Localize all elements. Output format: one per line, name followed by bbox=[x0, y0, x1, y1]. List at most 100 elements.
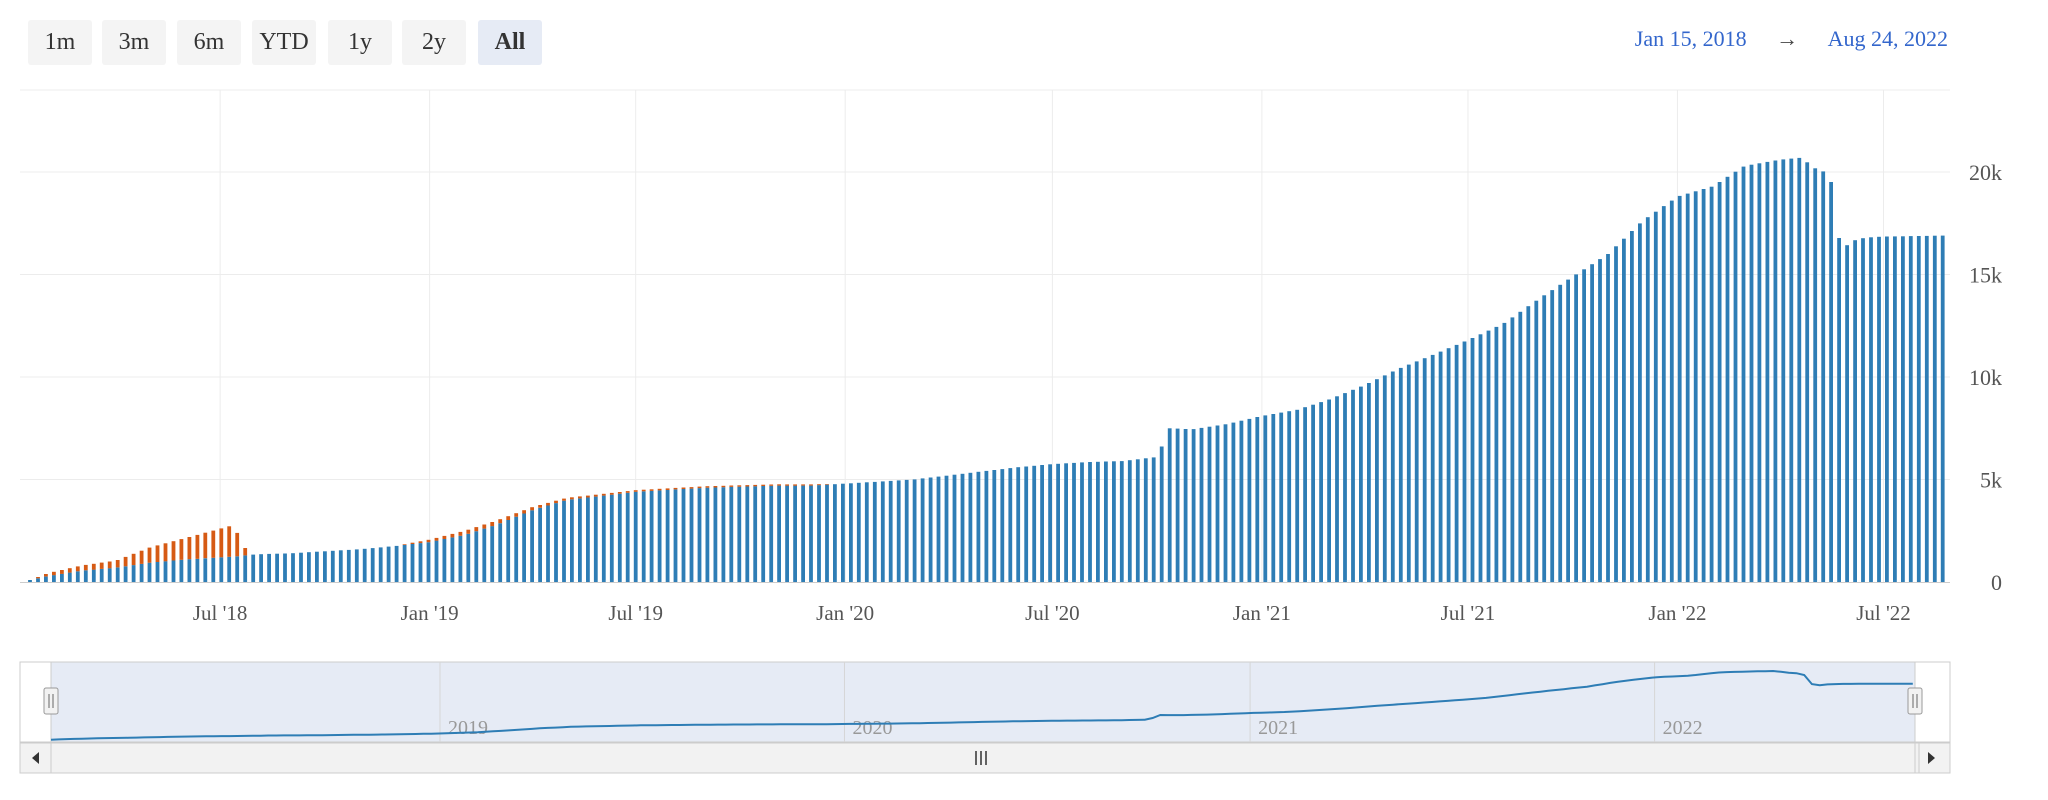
bar-primary[interactable] bbox=[665, 489, 670, 582]
bar-primary[interactable] bbox=[1470, 338, 1475, 582]
bar-primary[interactable] bbox=[920, 478, 925, 582]
bar-primary[interactable] bbox=[1414, 361, 1419, 582]
bar-primary[interactable] bbox=[1717, 182, 1722, 582]
bar-primary[interactable] bbox=[872, 481, 877, 582]
bar-secondary[interactable] bbox=[729, 485, 734, 487]
range-button-6m[interactable]: 6m bbox=[177, 20, 241, 65]
bar-secondary[interactable] bbox=[426, 539, 431, 543]
bar-primary[interactable] bbox=[888, 480, 893, 582]
bar-primary[interactable] bbox=[1135, 459, 1140, 582]
bar-primary[interactable] bbox=[219, 557, 224, 582]
bar-primary[interactable] bbox=[362, 548, 367, 582]
bar-primary[interactable] bbox=[402, 544, 407, 582]
bar-primary[interactable] bbox=[1104, 461, 1108, 583]
bar-primary[interactable] bbox=[1638, 223, 1642, 582]
bar-secondary[interactable] bbox=[761, 484, 766, 486]
scrollbar-right-button[interactable] bbox=[1918, 742, 1951, 774]
bar-primary[interactable] bbox=[1422, 358, 1427, 582]
bar-primary[interactable] bbox=[307, 552, 311, 582]
bar-secondary[interactable] bbox=[785, 484, 789, 486]
bar-primary[interactable] bbox=[1024, 466, 1029, 583]
bar-primary[interactable] bbox=[1247, 418, 1252, 582]
bar-primary[interactable] bbox=[952, 474, 957, 582]
bar-secondary[interactable] bbox=[601, 493, 606, 496]
bar-primary[interactable] bbox=[1279, 412, 1284, 582]
bar-primary[interactable] bbox=[721, 487, 726, 582]
bar-primary[interactable] bbox=[1661, 206, 1666, 582]
bar-primary[interactable] bbox=[251, 554, 256, 582]
bar-primary[interactable] bbox=[841, 483, 845, 582]
bar-secondary[interactable] bbox=[514, 513, 519, 517]
bar-primary[interactable] bbox=[1510, 317, 1515, 582]
bar-primary[interactable] bbox=[131, 565, 136, 582]
bar-primary[interactable] bbox=[1040, 465, 1044, 582]
scroll-right-icon[interactable] bbox=[1928, 752, 1935, 764]
bar-primary[interactable] bbox=[52, 575, 56, 582]
bar-primary[interactable] bbox=[570, 499, 574, 582]
bar-primary[interactable] bbox=[1000, 469, 1005, 582]
bar-secondary[interactable] bbox=[211, 530, 216, 558]
bar-primary[interactable] bbox=[378, 547, 383, 582]
bar-primary[interactable] bbox=[609, 494, 614, 582]
bar-primary[interactable] bbox=[649, 490, 654, 582]
bar-secondary[interactable] bbox=[745, 485, 750, 487]
bar-primary[interactable] bbox=[1518, 311, 1523, 582]
bar-primary[interactable] bbox=[346, 549, 351, 582]
bar-secondary[interactable] bbox=[442, 535, 447, 539]
scroll-left-icon[interactable] bbox=[32, 752, 39, 764]
bar-secondary[interactable] bbox=[809, 484, 813, 486]
bar-primary[interactable] bbox=[1606, 254, 1610, 582]
bar-primary[interactable] bbox=[1622, 238, 1626, 582]
bar-primary[interactable] bbox=[267, 553, 271, 582]
bar-secondary[interactable] bbox=[593, 494, 598, 497]
bar-primary[interactable] bbox=[1861, 238, 1865, 582]
bar-secondary[interactable] bbox=[410, 542, 415, 544]
bar-primary[interactable] bbox=[1677, 195, 1682, 582]
bar-primary[interactable] bbox=[163, 561, 168, 582]
bar-primary[interactable] bbox=[753, 486, 758, 582]
bar-primary[interactable] bbox=[1653, 211, 1658, 582]
bar-primary[interactable] bbox=[1685, 193, 1690, 582]
bar-secondary[interactable] bbox=[115, 560, 120, 568]
bar-primary[interactable] bbox=[386, 546, 391, 582]
bar-primary[interactable] bbox=[474, 531, 479, 582]
bar-primary[interactable] bbox=[856, 482, 861, 582]
bar-primary[interactable] bbox=[1112, 461, 1116, 582]
bar-primary[interactable] bbox=[1072, 462, 1076, 582]
bar-secondary[interactable] bbox=[219, 528, 224, 558]
bar-primary[interactable] bbox=[227, 556, 232, 582]
bar-primary[interactable] bbox=[896, 480, 901, 582]
range-button-2y[interactable]: 2y bbox=[402, 20, 466, 65]
bar-primary[interactable] bbox=[1908, 236, 1913, 582]
bar-secondary[interactable] bbox=[530, 507, 534, 511]
bar-secondary[interactable] bbox=[562, 498, 566, 501]
bar-primary[interactable] bbox=[1932, 235, 1937, 582]
bar-primary[interactable] bbox=[1757, 163, 1762, 583]
bar-secondary[interactable] bbox=[673, 487, 678, 490]
navigator-selection[interactable] bbox=[50, 661, 1916, 743]
bar-primary[interactable] bbox=[1167, 428, 1172, 583]
bar-primary[interactable] bbox=[442, 539, 447, 582]
bar-primary[interactable] bbox=[625, 492, 630, 582]
bar-primary[interactable] bbox=[283, 553, 287, 583]
bar-primary[interactable] bbox=[1191, 429, 1196, 582]
bar-primary[interactable] bbox=[1056, 463, 1060, 582]
bar-primary[interactable] bbox=[514, 516, 519, 582]
bar-secondary[interactable] bbox=[60, 570, 64, 574]
bar-primary[interactable] bbox=[1319, 402, 1323, 582]
bar-primary[interactable] bbox=[1550, 290, 1555, 582]
bar-primary[interactable] bbox=[1614, 246, 1618, 583]
bar-secondary[interactable] bbox=[99, 562, 104, 569]
bar-secondary[interactable] bbox=[777, 484, 781, 486]
bar-primary[interactable] bbox=[801, 485, 805, 582]
bar-primary[interactable] bbox=[1558, 284, 1563, 582]
bar-primary[interactable] bbox=[1032, 465, 1037, 582]
bar-primary[interactable] bbox=[235, 556, 240, 582]
bar-secondary[interactable] bbox=[570, 497, 574, 500]
bar-primary[interactable] bbox=[1725, 176, 1730, 583]
bar-primary[interactable] bbox=[729, 486, 734, 582]
bar-primary[interactable] bbox=[1701, 189, 1706, 582]
bar-secondary[interactable] bbox=[522, 510, 526, 514]
bar-secondary[interactable] bbox=[91, 563, 96, 570]
bar-primary[interactable] bbox=[1454, 344, 1459, 582]
